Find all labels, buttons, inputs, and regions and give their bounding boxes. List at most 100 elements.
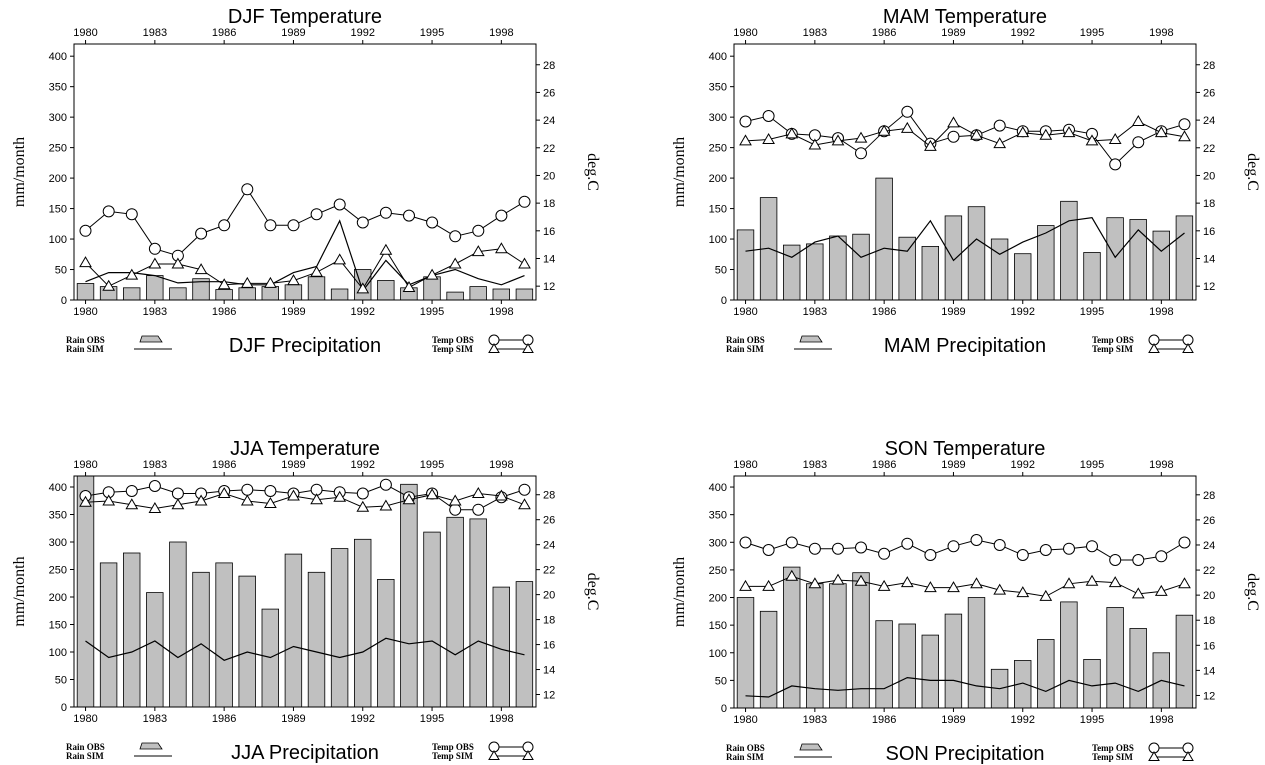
point-temp-sim-1991 [333, 490, 347, 502]
point-temp-sim-1993 [379, 499, 393, 511]
y-tick-label-left: 100 [709, 648, 727, 660]
y-tick-label-right: 20 [543, 170, 555, 182]
point-temp-obs-1980 [739, 536, 752, 549]
point-temp-sim-1999 [518, 498, 531, 510]
point-temp-obs-1992 [1016, 549, 1029, 561]
point-temp-sim-1996 [1108, 133, 1122, 144]
y-tick-label-right: 16 [1203, 640, 1215, 652]
y-tick-label-right: 14 [1203, 253, 1215, 265]
legend-temp-obs-label: Temp OBS [432, 742, 474, 752]
point-temp-sim-1980 [79, 256, 92, 268]
legend-temp-sim-marker [488, 750, 500, 760]
bar-rain-obs-1988 [261, 286, 280, 301]
bar-rain-obs-1984 [829, 235, 847, 301]
point-temp-sim-1995 [1085, 574, 1099, 586]
legend-temp-sim-marker [1182, 343, 1194, 353]
point-temp-obs-1999 [1178, 536, 1191, 549]
point-temp-sim-1997 [1131, 587, 1145, 599]
point-temp-obs-1995 [1086, 540, 1098, 553]
point-temp-obs-1988 [924, 549, 937, 561]
point-temp-obs-1986 [218, 219, 231, 232]
x-tick-label-bottom: 1995 [1080, 714, 1104, 726]
point-temp-obs-1992 [356, 487, 369, 500]
y-tick-label-left: 200 [49, 592, 67, 604]
bar-rain-obs-1987 [238, 575, 256, 708]
legend-rain-sim-label: Rain SIM [726, 344, 764, 354]
point-temp-sim-1997 [1131, 115, 1145, 126]
y-axis-label-right: deg.C [1244, 573, 1261, 611]
point-temp-sim-1983 [808, 577, 822, 589]
point-temp-sim-1991 [333, 253, 347, 265]
y-axis-label-right: deg.C [584, 573, 601, 611]
x-axis-label: SON Precipitation [886, 743, 1045, 765]
bar-rain-obs-1986 [875, 177, 893, 301]
y-tick-label-right: 28 [543, 490, 555, 502]
x-tick-label-bottom: 1986 [212, 306, 236, 318]
point-temp-sim-1984 [831, 134, 845, 146]
bar-rain-obs-1996 [446, 291, 464, 301]
point-temp-sim-1992 [1016, 126, 1030, 138]
point-temp-sim-1995 [425, 268, 439, 280]
point-temp-sim-1994 [1062, 126, 1076, 138]
y-axis-label-left: mm/month [11, 556, 28, 626]
bar-rain-obs-1997 [469, 518, 487, 708]
legend-temp-sim-label: Temp SIM [432, 751, 473, 761]
y-tick-label-left: 0 [61, 702, 67, 714]
x-tick-label-top: 1986 [872, 27, 896, 39]
y-tick-label-left: 250 [709, 565, 727, 577]
point-temp-sim-1986 [217, 278, 231, 290]
y-tick-label-right: 26 [1203, 87, 1215, 99]
x-tick-label-top: 1989 [941, 27, 965, 39]
point-temp-obs-1993 [1039, 544, 1052, 556]
x-axis-label: DJF Precipitation [229, 335, 381, 357]
point-temp-obs-1987 [241, 183, 254, 196]
point-temp-sim-1994 [402, 281, 416, 292]
y-tick-label-right: 14 [543, 253, 555, 265]
point-temp-obs-1997 [1132, 554, 1145, 566]
point-temp-sim-1998 [1154, 584, 1168, 596]
y-tick-label-left: 400 [49, 482, 67, 494]
point-temp-sim-1995 [425, 488, 439, 500]
legend-temp-sim-marker [522, 750, 534, 760]
x-tick-label-bottom: 1989 [281, 306, 305, 318]
x-tick-label-bottom: 1980 [733, 306, 757, 318]
x-tick-label-top: 1995 [420, 27, 444, 39]
point-temp-obs-1987 [901, 537, 914, 550]
y-tick-label-left: 100 [709, 234, 727, 246]
bar-rain-obs-1994 [1060, 601, 1078, 709]
y-tick-label-left: 350 [49, 510, 67, 522]
line-rain-sim [745, 676, 1185, 698]
bar-rain-obs-1989 [944, 215, 963, 301]
point-temp-obs-1989 [947, 130, 960, 143]
x-tick-label-bottom: 1983 [143, 306, 167, 318]
y-axis-label-left: mm/month [671, 557, 688, 627]
x-tick-label-top: 1986 [212, 27, 236, 39]
bar-rain-obs-1983 [146, 592, 164, 708]
point-temp-sim-1991 [993, 583, 1007, 595]
y-tick-label-right: 20 [1203, 170, 1215, 182]
y-tick-label-right: 24 [543, 115, 555, 127]
x-tick-label-bottom: 1992 [351, 713, 375, 725]
bar-rain-obs-1993 [377, 280, 395, 301]
bar-rain-obs-1988 [921, 634, 940, 709]
bar-rain-obs-1997 [1129, 628, 1147, 709]
legend-rain-obs-label: Rain OBS [66, 335, 105, 345]
bar-rain-obs-1995 [423, 531, 441, 708]
y-tick-label-right: 12 [543, 690, 555, 702]
legend-temp-sim-label: Temp SIM [1092, 344, 1133, 354]
y-tick-label-right: 16 [543, 226, 555, 238]
legend-temp-obs-label: Temp OBS [1092, 335, 1134, 345]
point-temp-sim-1989 [947, 581, 960, 593]
y-tick-label-left: 350 [709, 510, 727, 522]
chart-title: DJF Temperature [228, 6, 382, 28]
point-temp-obs-1981 [762, 544, 775, 556]
bar-rain-obs-1989 [284, 553, 303, 708]
line-temp-sim [745, 575, 1185, 597]
legend-temp-sim-marker [522, 343, 534, 353]
point-temp-sim-1988 [264, 276, 277, 288]
x-tick-label-top: 1992 [1011, 459, 1035, 471]
bar-rain-obs-1987 [898, 236, 916, 301]
point-temp-sim-1987 [900, 576, 914, 588]
point-temp-sim-1985 [194, 263, 208, 275]
rain-obs-bars [76, 475, 534, 708]
